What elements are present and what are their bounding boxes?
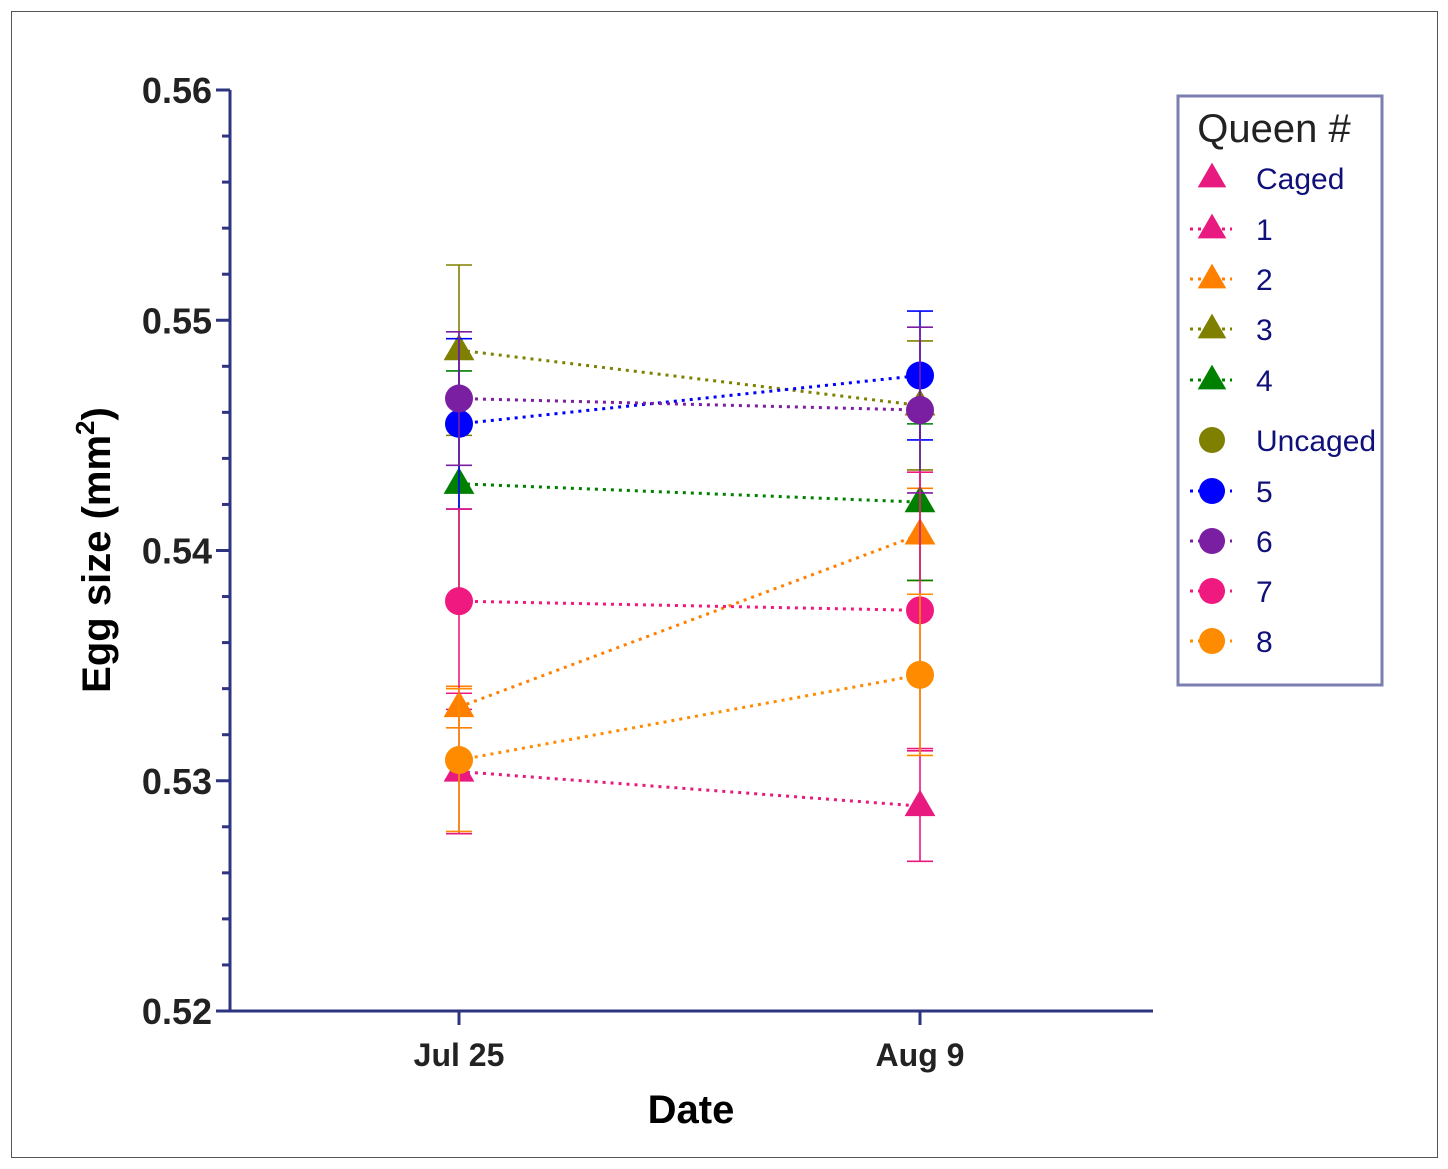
y-tick-label: 0.53 xyxy=(142,761,212,802)
series-8 xyxy=(445,593,934,833)
legend-label: 5 xyxy=(1256,476,1273,509)
y-tick-label: 0.55 xyxy=(142,300,212,341)
x-axis-title: Date xyxy=(648,1088,735,1132)
legend-marker xyxy=(1197,213,1227,239)
legend-marker xyxy=(1197,263,1227,289)
legend-label: 2 xyxy=(1256,264,1273,297)
series-line xyxy=(458,397,921,412)
y-tick-label: 0.56 xyxy=(142,70,212,111)
legend-label: Uncaged xyxy=(1256,425,1376,458)
series-line xyxy=(458,599,921,612)
legend-item: 1 xyxy=(1190,213,1273,247)
series-7 xyxy=(445,471,934,750)
x-ticks: Jul 25 Aug 9 xyxy=(414,1011,965,1073)
series-6 xyxy=(445,326,934,494)
legend-marker xyxy=(1199,628,1225,654)
legend-label: 1 xyxy=(1256,214,1273,247)
legend-item: 4 xyxy=(1190,364,1273,398)
legend-item: 7 xyxy=(1190,576,1273,609)
x-tick-label: Aug 9 xyxy=(876,1037,965,1073)
legend-marker xyxy=(1197,162,1227,188)
series-1 xyxy=(443,708,936,863)
data-point xyxy=(906,396,934,425)
y-axis-title-superscript: 2 xyxy=(70,421,100,435)
legend-item: 3 xyxy=(1190,313,1273,347)
y-axis-title-main: Egg size (mm xyxy=(75,435,119,693)
series-line xyxy=(458,770,921,808)
legend-marker xyxy=(1199,578,1225,604)
series-4 xyxy=(443,370,936,598)
axes xyxy=(228,90,1153,1013)
data-point xyxy=(445,746,473,775)
y-axis-title-close: ) xyxy=(75,407,119,420)
legend-label: 3 xyxy=(1256,314,1273,347)
series-group xyxy=(443,264,936,863)
legend-item: Uncaged xyxy=(1199,425,1376,458)
legend-item: 8 xyxy=(1190,626,1273,659)
legend-item: Caged xyxy=(1197,162,1344,196)
y-axis-title: Egg size (mm2) xyxy=(70,407,119,693)
y-tick-label: 0.54 xyxy=(142,531,212,572)
data-point xyxy=(445,587,473,616)
series-3 xyxy=(443,264,936,471)
data-point xyxy=(445,384,473,413)
data-point xyxy=(906,660,934,689)
series-line xyxy=(458,348,921,407)
legend-item: 5 xyxy=(1190,476,1273,509)
data-point xyxy=(904,789,936,817)
legend-label: Caged xyxy=(1256,163,1344,196)
series-line xyxy=(458,673,921,762)
legend: Queen # Caged 1 2 3 4 Uncaged 5 6 7 8 xyxy=(1176,94,1384,687)
legend-item: 2 xyxy=(1190,263,1273,297)
legend-marker xyxy=(1197,313,1227,339)
series-line xyxy=(458,374,921,426)
legend-label: 8 xyxy=(1256,626,1273,659)
legend-label: 6 xyxy=(1256,526,1273,559)
legend-marker xyxy=(1197,364,1227,390)
legend-label: 7 xyxy=(1256,576,1273,609)
series-line xyxy=(458,532,921,709)
legend-title: Queen # xyxy=(1197,107,1351,151)
series-line xyxy=(458,482,921,504)
legend-marker xyxy=(1199,478,1225,504)
legend-marker xyxy=(1199,528,1225,554)
y-ticks: 0.52 0.53 0.54 0.55 0.56 xyxy=(142,70,230,1032)
x-tick-label: Jul 25 xyxy=(414,1037,505,1073)
legend-marker xyxy=(1199,427,1225,453)
legend-item: 6 xyxy=(1190,526,1273,559)
legend-label: 4 xyxy=(1256,365,1273,398)
y-tick-label: 0.52 xyxy=(142,991,212,1032)
